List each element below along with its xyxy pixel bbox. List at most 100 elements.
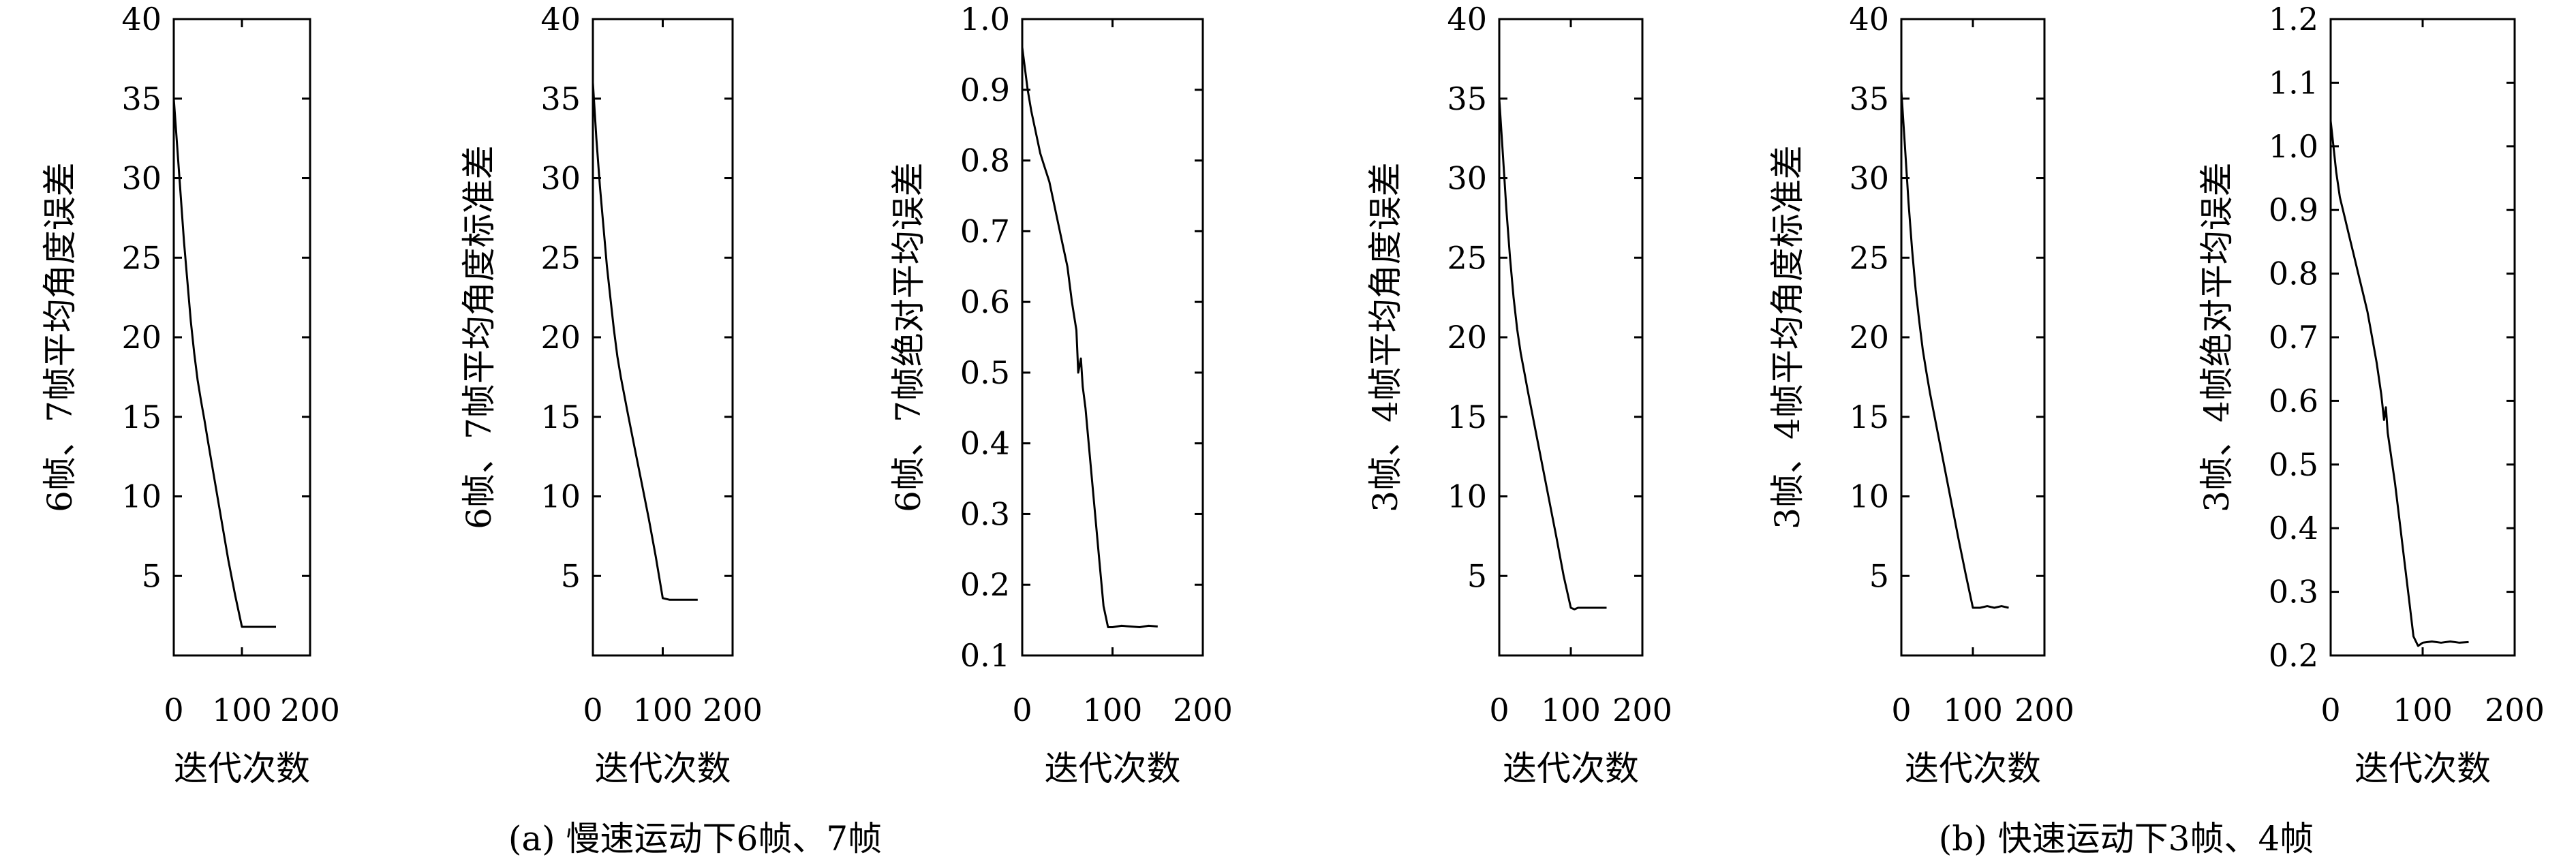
y-tick-label: 0.2 — [960, 566, 1010, 603]
y-tick-label: 35 — [121, 80, 162, 117]
series-line — [1021, 47, 1158, 628]
y-tick-label: 25 — [540, 239, 581, 276]
y-tick-label: 20 — [1447, 319, 1487, 356]
y-tick-label: 30 — [1849, 160, 1889, 197]
y-tick-label: 25 — [1849, 239, 1889, 276]
y-tick-label: 0.9 — [960, 72, 1010, 108]
x-tick-label: 200 — [703, 692, 763, 728]
y-tick-label: 40 — [121, 1, 162, 37]
y-tick-label: 40 — [1447, 1, 1487, 37]
y-tick-label: 35 — [540, 80, 581, 117]
x-tick-label: 0 — [1489, 692, 1509, 728]
y-tick-label: 35 — [1849, 80, 1889, 117]
y-tick-label: 0.9 — [2269, 191, 2318, 228]
plot-frame — [592, 18, 734, 657]
y-tick-label: 10 — [121, 478, 162, 515]
y-tick-label: 10 — [1849, 478, 1889, 515]
x-tick-label: 200 — [2014, 692, 2074, 728]
y-tick-label: 25 — [121, 239, 162, 276]
y-tick-label: 15 — [540, 399, 581, 435]
x-tick-label: 100 — [1943, 692, 2003, 728]
x-axis-label: 迭代次数 — [1905, 749, 2041, 788]
x-tick-label: 0 — [1891, 692, 1911, 728]
y-tick-label: 1.0 — [2269, 128, 2318, 165]
y-tick-label: 0.5 — [960, 354, 1010, 391]
y-tick-label: 0.5 — [2269, 446, 2318, 483]
y-tick-label: 40 — [1849, 1, 1889, 37]
y-tick-label: 0.8 — [2269, 256, 2318, 292]
y-tick-label: 5 — [1869, 557, 1889, 594]
plot-frame — [1900, 18, 2046, 657]
y-tick-label: 5 — [142, 557, 162, 594]
y-tick-label: 0.6 — [2269, 382, 2318, 419]
chart-panel-5: 5 10 15 20 25 30 35 40 0 100 200 迭代次数 3帧、4帧平均角度标准差 — [1768, 1, 2074, 788]
y-axis-label: 3帧、4帧平均角度误差 — [1366, 162, 1405, 512]
y-axis-label: 3帧、4帧平均角度标准差 — [1768, 145, 1807, 529]
x-tick-label: 100 — [633, 692, 693, 728]
y-tick-label: 20 — [1849, 319, 1889, 356]
chart-panel-2: 5 10 15 20 25 30 35 40 0 100 200 迭代次数 6帧、7帧平均角度标准差 — [459, 1, 763, 788]
y-tick-label: 0.7 — [2269, 319, 2318, 356]
chart-panel-4: 5 10 15 20 25 30 35 40 0 100 200 迭代次数 3帧、4帧平均角度误差 — [1366, 1, 1672, 788]
y-tick-label: 0.3 — [960, 495, 1010, 532]
y-axis-label: 6帧、7帧绝对平均误差 — [889, 162, 928, 512]
y-tick-label: 5 — [1467, 557, 1487, 594]
y-tick-label: 0.3 — [2269, 574, 2318, 610]
y-tick-label: 0.6 — [960, 283, 1010, 320]
y-tick-label: 15 — [121, 399, 162, 435]
x-tick-label: 200 — [2485, 692, 2545, 728]
plot-frame — [1021, 18, 1204, 657]
chart-panel-6: 0.2 0.3 0.4 0.5 0.6 0.7 0.8 0.9 1.0 1.1 1.2 0 100 200… — [2197, 1, 2545, 788]
y-tick-label: 0.7 — [960, 213, 1010, 249]
series-line — [2329, 121, 2469, 647]
y-axis-label: 6帧、7帧平均角度误差 — [40, 162, 80, 512]
series-line — [592, 82, 698, 601]
x-tick-label: 100 — [1083, 692, 1143, 728]
plot-frame — [172, 18, 311, 657]
caption-b: (b) 快速运动下3帧、4帧 — [1939, 819, 2314, 859]
x-tick-label: 100 — [1541, 692, 1601, 728]
chart-panel-1: 5 10 15 20 25 30 35 40 0 100 200 迭代次数 6帧、7帧平均角度误差 — [40, 1, 340, 788]
x-axis-label: 迭代次数 — [174, 749, 310, 788]
y-tick-label: 10 — [1447, 478, 1487, 515]
plot-frame — [1498, 18, 1644, 657]
y-tick-label: 0.8 — [960, 142, 1010, 179]
y-tick-label: 35 — [1447, 80, 1487, 117]
y-tick-label: 30 — [1447, 160, 1487, 197]
y-tick-label: 10 — [540, 478, 581, 515]
y-tick-label: 40 — [540, 1, 581, 37]
series-line — [1900, 91, 2009, 609]
y-tick-label: 20 — [121, 319, 162, 356]
y-axis-label: 6帧、7帧平均角度标准差 — [459, 145, 499, 529]
series-line — [172, 98, 276, 628]
caption-a: (a) 慢速运动下6帧、7帧 — [508, 819, 882, 859]
x-axis-label: 迭代次数 — [1503, 749, 1639, 788]
y-tick-label: 15 — [1849, 399, 1889, 435]
y-tick-label: 0.2 — [2269, 637, 2318, 674]
x-tick-label: 100 — [212, 692, 272, 728]
x-tick-label: 200 — [280, 692, 340, 728]
y-tick-label: 0.4 — [960, 425, 1010, 462]
y-tick-label: 25 — [1447, 239, 1487, 276]
y-tick-label: 30 — [121, 160, 162, 197]
x-tick-label: 200 — [1173, 692, 1233, 728]
y-tick-label: 1.0 — [960, 1, 1010, 37]
x-tick-label: 200 — [1612, 692, 1672, 728]
plot-frame — [2329, 18, 2516, 657]
x-tick-label: 0 — [164, 692, 183, 728]
y-tick-label: 15 — [1447, 399, 1487, 435]
x-tick-label: 0 — [2320, 692, 2340, 728]
x-axis-label: 迭代次数 — [595, 749, 731, 788]
x-tick-label: 0 — [583, 692, 602, 728]
y-tick-label: 0.4 — [2269, 510, 2318, 546]
x-tick-label: 0 — [1012, 692, 1032, 728]
x-tick-label: 100 — [2393, 692, 2453, 728]
y-tick-label: 20 — [540, 319, 581, 356]
chart-panel-3: 0.1 0.2 0.3 0.4 0.5 0.6 0.7 0.8 0.9 1.0 0 100 200 迭代次… — [889, 1, 1233, 788]
x-axis-label: 迭代次数 — [1045, 749, 1181, 788]
y-tick-label: 1.1 — [2269, 64, 2318, 101]
y-axis-label: 3帧、4帧绝对平均误差 — [2197, 162, 2237, 512]
y-tick-label: 5 — [561, 557, 581, 594]
